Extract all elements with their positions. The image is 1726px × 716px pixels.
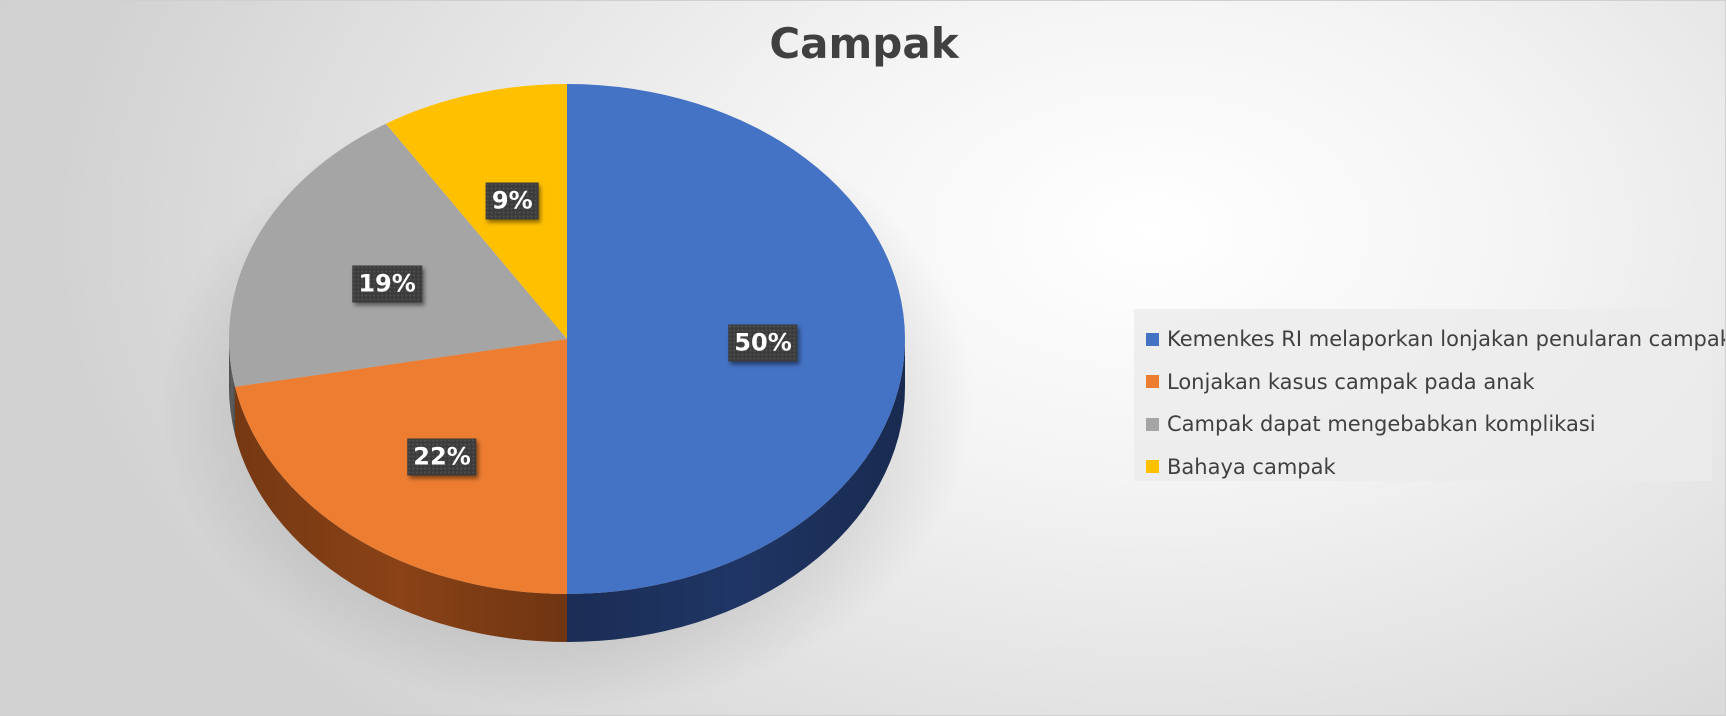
data-label: 19% <box>352 265 422 303</box>
legend-label: Bahaya campak <box>1167 454 1336 479</box>
pie-slice-side-shade <box>234 386 567 642</box>
data-label: 50% <box>728 324 798 362</box>
legend-swatch <box>1146 417 1159 431</box>
legend-label: Lonjakan kasus campak pada anak <box>1167 369 1535 394</box>
legend-label: Kemenkes RI melaporkan lonjakan penulara… <box>1167 327 1726 352</box>
legend-swatch <box>1146 460 1159 474</box>
pie-slice-side-shade <box>229 339 235 435</box>
legend-item: Kemenkes RI melaporkan lonjakan penulara… <box>1146 318 1725 361</box>
legend-swatch <box>1146 375 1159 389</box>
pie-slice <box>229 123 567 387</box>
pie-slice <box>234 339 567 594</box>
pie-slice-side-shade <box>567 339 905 642</box>
chart-title: Campak <box>769 19 959 68</box>
pie-sides <box>229 339 905 642</box>
pie-slices <box>229 84 905 594</box>
pie-slice <box>385 84 567 339</box>
legend-item: Bahaya campak <box>1146 446 1712 489</box>
legend-item: Campak dapat mengebabkan komplikasi <box>1146 403 1712 446</box>
data-label: 9% <box>485 182 539 220</box>
legend-swatch <box>1146 332 1159 346</box>
legend-label: Campak dapat mengebabkan komplikasi <box>1167 412 1596 437</box>
legend: Kemenkes RI melaporkan lonjakan penulara… <box>1134 309 1725 481</box>
data-label: 22% <box>407 438 477 476</box>
legend-item: Lonjakan kasus campak pada anak <box>1146 361 1712 404</box>
